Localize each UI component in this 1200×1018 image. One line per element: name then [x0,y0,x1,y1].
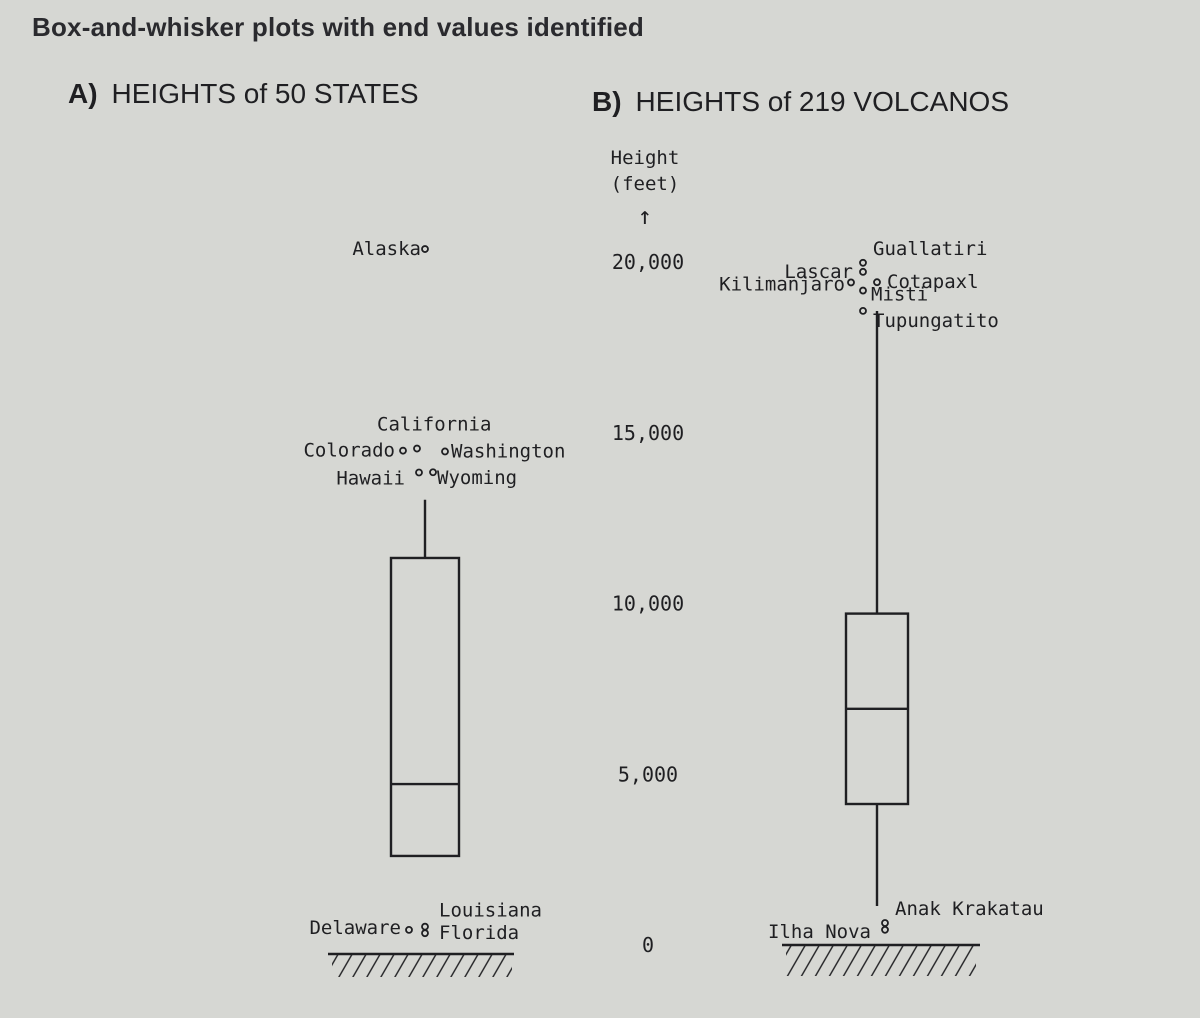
outlier-colorado [399,446,407,455]
outlier-label-louisiana: Louisiana [439,900,542,922]
outlier-delaware [405,925,413,934]
panel-a-title: A) HEIGHTS of 50 STATES [68,78,419,110]
outlier-hawaii [415,468,423,477]
ground-b [782,943,980,976]
box-plot-volcanos: Guallatiri Lascar Cotapaxl Kilimanjaro Misti… [719,238,1044,943]
axis-tick-labels: 0 5,000 10,000 15,000 20,000 [612,250,684,957]
panel-b-tag: B) [592,86,622,117]
outlier-label-wyoming: Wyoming [437,467,517,489]
panel-b-heading: HEIGHTS of 219 VOLCANOS [635,86,1010,117]
outlier-label-washington: Washington [451,440,565,462]
outlier-label-lascar: Lascar [784,261,853,283]
outlier-alaska [421,245,429,253]
outlier-florida [421,929,429,938]
outlier-cotapaxl [873,278,881,287]
outlier-label-ilha-nova: Ilha Nova [768,921,871,943]
outlier-label-florida: Florida [439,922,519,944]
outlier-guallatiri [859,258,867,267]
outlier-ilha-nova [881,925,889,934]
axis-label-line1: Height [611,147,680,169]
outlier-label-tupungatito: Tupungatito [873,310,999,332]
outlier-label-colorado: Colorado [303,440,395,462]
outlier-kilimanjaro [847,278,855,287]
outlier-label-california: California [377,414,491,436]
outlier-louisiana [421,922,429,931]
ground-a [328,952,514,977]
outlier-label-cotapaxl: Cotapaxl [887,271,979,293]
tick-label-20000: 20,000 [612,250,684,274]
outlier-label-delaware: Delaware [309,917,401,939]
outlier-label-misti: Misti [871,284,928,306]
outlier-label-guallatiri: Guallatiri [873,238,987,260]
panel-a-heading: HEIGHTS of 50 STATES [111,78,419,109]
tick-label-15000: 15,000 [612,421,684,445]
tick-label-10000: 10,000 [612,592,684,616]
panel-b-title: B) HEIGHTS of 219 VOLCANOS [592,86,1009,118]
outlier-california [413,444,421,453]
page-title: Box-and-whisker plots with end values id… [32,12,645,42]
axis-label-line2: (feet) [611,173,680,195]
panel-a-tag: A) [68,78,98,109]
outlier-tupungatito [859,306,867,315]
tick-label-5000: 5,000 [618,762,678,786]
outlier-wyoming [429,468,437,477]
outlier-lascar [859,267,867,276]
outlier-label-alaska: Alaska [352,238,421,260]
outlier-anak-krakatau [881,919,889,927]
outlier-washington [441,447,449,456]
iqr-box [389,556,461,858]
outlier-label-kilimanjaro: Kilimanjaro [719,273,845,295]
outlier-misti [859,286,867,295]
outlier-label-anak-krakatau: Anak Krakatau [895,898,1044,920]
tick-label-0: 0 [642,933,654,957]
axis-up-arrow: ↑ [638,202,652,230]
outlier-label-hawaii: Hawaii [336,467,405,489]
box-plot-states: Alaska California Colorado Washington Hawaii… [303,238,565,944]
